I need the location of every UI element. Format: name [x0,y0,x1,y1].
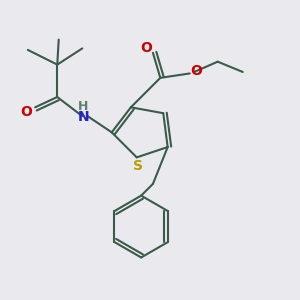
Text: O: O [190,64,202,78]
Text: H: H [78,100,88,113]
Text: O: O [140,40,152,55]
Text: N: N [77,110,89,124]
Text: S: S [133,159,143,173]
Text: O: O [20,105,32,119]
